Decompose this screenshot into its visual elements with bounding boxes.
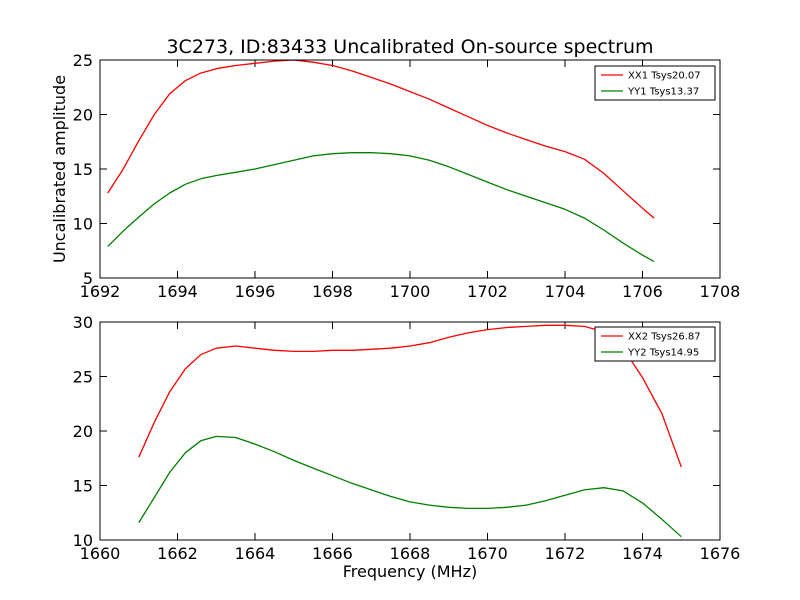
bottom-xtick-label: 1664 xyxy=(235,544,276,563)
top-series-line-xx xyxy=(107,59,655,219)
bottom-ytick-label: 15 xyxy=(73,477,93,496)
bottom-legend-label-xx2: XX2 Tsys26.87 xyxy=(628,332,701,343)
top-xtick-label: 1692 xyxy=(80,282,121,301)
top-series-line-yy xyxy=(107,152,655,263)
bottom-legend-label-yy2: YY2 Tsys14.95 xyxy=(627,348,699,359)
bottom-xtick-label: 1668 xyxy=(390,544,431,563)
top-xtick-label: 1694 xyxy=(157,282,198,301)
bottom-chart-legend: XX2 Tsys26.87 YY2 Tsys14.95 xyxy=(594,326,716,362)
bottom-chart-ticks: 1660 1662 1664 1666 1668 1670 1672 1674 1676 10 15… xyxy=(73,313,741,563)
top-chart-ylabel: Uncalibrated amplitude xyxy=(50,75,69,263)
top-chart-ticks: 1692 1694 1696 1698 1700 1702 1704 1706 1708 5 10 1… xyxy=(73,51,741,301)
bottom-chart-xlabel: Frequency (MHz) xyxy=(343,562,477,581)
bottom-chart-panel: Frequency (MHz) 1660 1662 1664 1666 1668 1670… xyxy=(73,313,741,581)
top-legend-box xyxy=(594,65,716,101)
top-legend-label-yy1: YY1 Tsys13.37 xyxy=(627,87,699,98)
top-xtick-label: 1696 xyxy=(235,282,276,301)
top-ytick-label: 5 xyxy=(83,269,93,288)
top-xtick-label: 1700 xyxy=(390,282,431,301)
top-ytick-label: 10 xyxy=(73,215,93,234)
top-chart-series xyxy=(107,59,655,263)
top-plot-frame xyxy=(99,59,721,279)
top-ytick-label: 15 xyxy=(73,160,93,179)
bottom-series-line-xx xyxy=(138,324,682,468)
top-chart-title: 3C273, ID:83433 Uncalibrated On-source s… xyxy=(166,36,653,58)
bottom-xtick-label: 1662 xyxy=(157,544,198,563)
bottom-plot-frame xyxy=(99,321,721,541)
top-ytick-label: 20 xyxy=(73,106,93,125)
bottom-xtick-label: 1674 xyxy=(622,544,663,563)
bottom-xtick-label: 1666 xyxy=(312,544,353,563)
top-xtick-label: 1698 xyxy=(312,282,353,301)
top-legend-label-xx1: XX1 Tsys20.07 xyxy=(628,71,701,82)
top-ytick-label: 25 xyxy=(73,51,93,70)
top-chart-panel: 3C273, ID:83433 Uncalibrated On-source s… xyxy=(50,36,740,301)
bottom-xtick-label: 1672 xyxy=(545,544,586,563)
top-xtick-label: 1708 xyxy=(700,282,741,301)
bottom-ytick-label: 25 xyxy=(73,368,93,387)
bottom-legend-box xyxy=(594,326,716,362)
bottom-ytick-label: 20 xyxy=(73,422,93,441)
top-xtick-label: 1706 xyxy=(622,282,663,301)
bottom-chart-series xyxy=(138,324,682,538)
bottom-series-line-yy xyxy=(138,435,682,538)
bottom-xtick-label: 1670 xyxy=(467,544,508,563)
bottom-xtick-label: 1660 xyxy=(80,544,121,563)
top-xtick-label: 1704 xyxy=(545,282,586,301)
top-chart-legend: XX1 Tsys20.07 YY1 Tsys13.37 xyxy=(594,65,716,101)
top-xtick-label: 1702 xyxy=(467,282,508,301)
bottom-ytick-label: 10 xyxy=(73,531,93,550)
bottom-ytick-label: 30 xyxy=(73,313,93,332)
bottom-xtick-label: 1676 xyxy=(700,544,741,563)
